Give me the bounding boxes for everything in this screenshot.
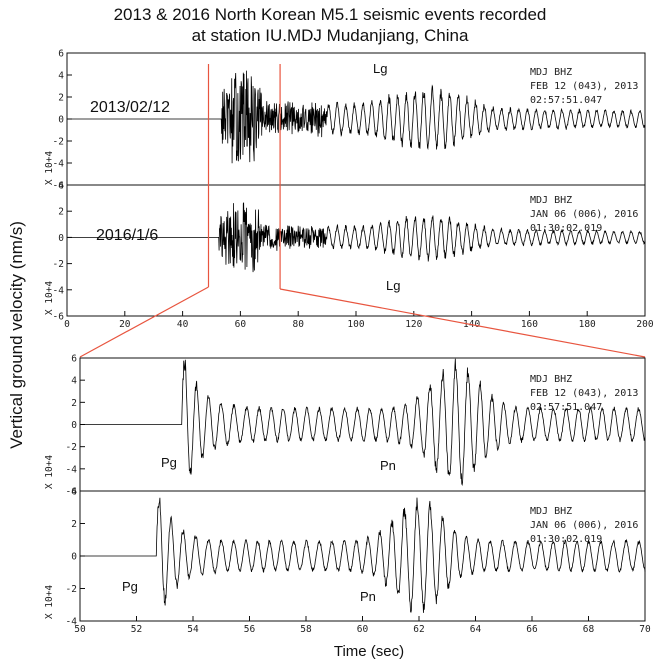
y-axis-label: Vertical ground velocity (nm/s) (7, 221, 26, 449)
overview-2016-ytick-label-2: 0 (58, 233, 64, 244)
overview-2013-date: FEB 12 (043), 2013 (530, 81, 638, 92)
zoom-xtick-label-9: 68 (583, 624, 595, 635)
zoom-2016-multiplier: X 10+4 (44, 585, 55, 620)
zoom-2013-y-ticks: 6 4 2 0 -2 -4 -6 (66, 354, 85, 498)
zoom-panel-2016: 4 2 0 -2 -4 X 10+4 Pg Pn MDJ BHZ JAN 06 (006… (44, 487, 646, 628)
overview-2016-time: 01:30:02.019 (530, 223, 602, 234)
overview-2016-channel: MDJ BHZ (530, 195, 572, 206)
zoom-2016-ytick-label-3: -2 (66, 584, 77, 595)
zoom-2016-waveform (80, 497, 646, 614)
overview-2016-multiplier: X 10+4 (44, 281, 55, 316)
overview-2013-lg-label: Lg (373, 61, 387, 76)
zoom-2016-pg-label: Pg (122, 579, 138, 594)
zoom-2013-pg-label: Pg (161, 455, 177, 470)
overview-2016-lg-label: Lg (386, 278, 400, 293)
overview-xtick-label-8: 160 (521, 319, 538, 330)
zoom-xtick-label-2: 54 (187, 624, 199, 635)
zoom-connector-right (279, 288, 646, 358)
zoom-2013-waveform (80, 358, 646, 487)
zoom-2016-ytick-label-1: 2 (71, 519, 77, 530)
zoom-2016-pn-label: Pn (360, 589, 376, 604)
overview-2013-channel: MDJ BHZ (530, 67, 572, 78)
overview-2013-multiplier: X 10+4 (44, 151, 55, 186)
overview-xtick-label-9: 180 (579, 319, 596, 330)
zoom-2013-multiplier: X 10+4 (44, 455, 55, 490)
overview-2016-ytick-label-1: 2 (58, 207, 64, 218)
overview-2013-ytick-label-4: -2 (53, 137, 64, 148)
overview-2013-ytick-label-6: -6 (53, 181, 65, 192)
chart-title-line2: at station IU.MDJ Mudanjiang, China (192, 26, 469, 45)
overview-2016-date-label: 2016/1/6 (96, 227, 158, 244)
overview-xtick-label-10: 200 (636, 319, 653, 330)
zoom-2016-date: JAN 06 (006), 2016 (530, 520, 638, 531)
zoom-2016-ytick-label-4: -4 (66, 617, 78, 628)
overview-2013-ytick-label-5: -4 (53, 159, 65, 170)
zoom-indicator (79, 64, 646, 358)
overview-2016-ytick-label-3: -2 (53, 259, 64, 270)
zoom-2013-ytick-label-4: -2 (66, 442, 77, 453)
overview-2013-ytick-label-3: 0 (58, 115, 64, 126)
zoom-xtick-label-8: 66 (526, 624, 538, 635)
overview-2013-ytick-label-0: 6 (58, 49, 64, 60)
zoom-xtick-label-5: 60 (357, 624, 369, 635)
zoom-xtick-label-4: 58 (300, 624, 312, 635)
overview-2013-waveform (67, 70, 646, 164)
overview-2016-ytick-label-0: 4 (58, 181, 64, 192)
zoom-2016-ytick-label-0: 4 (71, 487, 77, 498)
overview-xtick-label-6: 120 (405, 319, 422, 330)
zoom-x-ticks: 50 52 54 56 58 60 62 64 66 68 70 (74, 616, 651, 635)
overview-xtick-label-5: 100 (347, 319, 364, 330)
zoom-2016-time: 01:30:02.019 (530, 534, 602, 545)
zoom-xtick-label-6: 62 (413, 624, 424, 635)
overview-x-ticks: 020406080100120140160180200 (64, 311, 654, 330)
zoom-2013-pn-label: Pn (380, 458, 396, 473)
chart-title-line1: 2013 & 2016 North Korean M5.1 seismic ev… (114, 5, 547, 24)
overview-2016-ytick-label-4: -4 (53, 285, 65, 296)
overview-2013-ytick-label-2: 2 (58, 93, 64, 104)
zoom-2016-ytick-label-2: 0 (71, 552, 77, 563)
zoom-2016-channel: MDJ BHZ (530, 506, 572, 517)
overview-xtick-label-0: 0 (64, 319, 70, 330)
x-axis-label: Time (sec) (334, 643, 404, 660)
zoom-2013-date: FEB 12 (043), 2013 (530, 388, 638, 399)
zoom-2013-ytick-label-1: 4 (71, 376, 77, 387)
overview-2016-waveform (67, 202, 646, 273)
zoom-xtick-label-3: 56 (244, 624, 256, 635)
zoom-2013-time: 02:57:51.047 (530, 402, 602, 413)
zoom-2013-ytick-label-2: 2 (71, 398, 77, 409)
zoom-xtick-label-0: 50 (74, 624, 86, 635)
overview-xtick-label-3: 60 (235, 319, 247, 330)
zoom-2013-ytick-label-6: -6 (66, 487, 78, 498)
overview-2013-time: 02:57:51.047 (530, 95, 602, 106)
overview-2013-y-ticks: 6 4 2 0 -2 -4 -6 (53, 49, 72, 192)
zoom-2013-ytick-label-0: 6 (71, 354, 77, 365)
zoom-xtick-label-10: 70 (639, 624, 651, 635)
zoom-2016-y-ticks: 4 2 0 -2 -4 (66, 487, 85, 628)
overview-xtick-label-2: 40 (177, 319, 189, 330)
zoom-panel-2013: 6 4 2 0 -2 -4 -6 X 10+4 Pg Pn MDJ BHZ FEB 12 (… (44, 354, 646, 498)
overview-2016-date: JAN 06 (006), 2016 (530, 209, 638, 220)
overview-2016-ytick-label-5: -6 (53, 312, 65, 323)
zoom-2013-ytick-label-3: 0 (71, 420, 77, 431)
overview-2016-y-ticks: 4 2 0 -2 -4 -6 (53, 181, 72, 323)
overview-xtick-label-1: 20 (119, 319, 131, 330)
zoom-xtick-label-7: 64 (470, 624, 482, 635)
overview-2013-ytick-label-1: 4 (58, 71, 64, 82)
zoom-connector-left (79, 286, 209, 358)
zoom-2013-channel: MDJ BHZ (530, 374, 572, 385)
overview-2013-date-label: 2013/02/12 (90, 99, 170, 116)
overview-xtick-label-4: 80 (292, 319, 304, 330)
zoom-xtick-label-1: 52 (131, 624, 142, 635)
zoom-2013-ytick-label-5: -4 (66, 464, 78, 475)
